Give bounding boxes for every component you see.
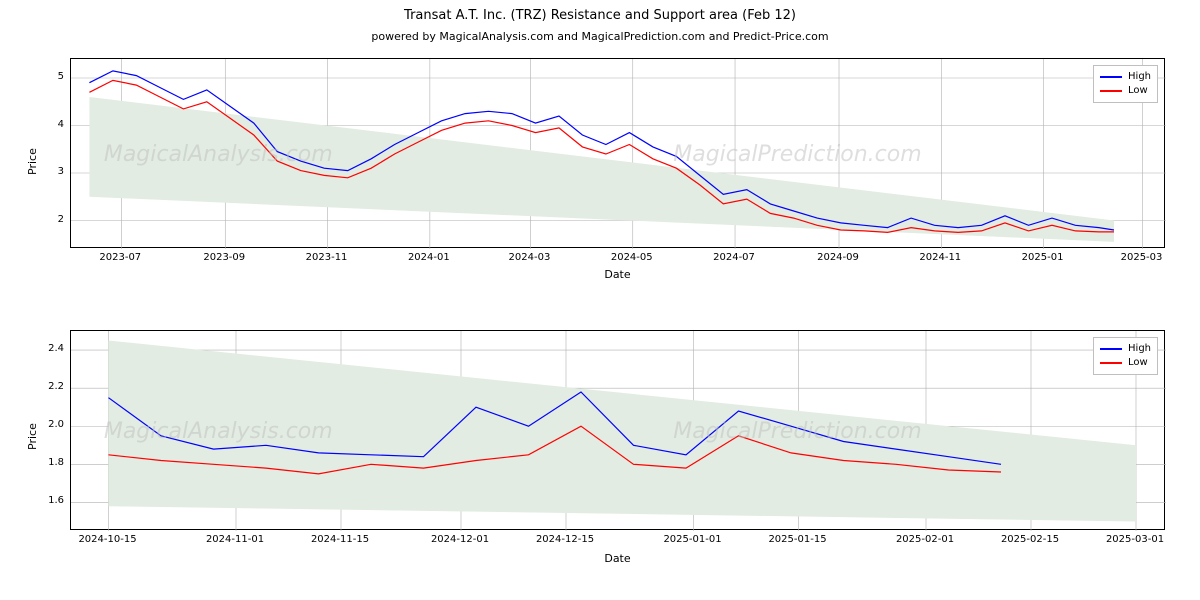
- legend-item: High: [1100, 70, 1151, 84]
- ytick-label: 2.2: [30, 381, 64, 392]
- ytick-label: 2.4: [30, 343, 64, 354]
- legend-swatch: [1100, 348, 1122, 350]
- xtick-label: 2025-01-01: [658, 534, 728, 545]
- xtick-label: 2023-09: [189, 252, 259, 263]
- ytick-label: 3: [30, 166, 64, 177]
- legend-swatch: [1100, 90, 1122, 92]
- legend-swatch: [1100, 362, 1122, 364]
- figure: Transat A.T. Inc. (TRZ) Resistance and S…: [0, 0, 1200, 600]
- xtick-label: 2024-12-01: [425, 534, 495, 545]
- legend-label: Low: [1128, 84, 1148, 98]
- xtick-label: 2025-02-15: [995, 534, 1065, 545]
- ytick-label: 2: [30, 214, 64, 225]
- ytick-label: 1.6: [30, 495, 64, 506]
- xtick-label: 2024-12-15: [530, 534, 600, 545]
- top-chart-svg: [71, 59, 1166, 249]
- ytick-label: 4: [30, 119, 64, 130]
- legend-label: High: [1128, 70, 1151, 84]
- xtick-label: 2024-11-15: [305, 534, 375, 545]
- xtick-label: 2024-03: [494, 252, 564, 263]
- xtick-label: 2024-01: [394, 252, 464, 263]
- xtick-label: 2024-09: [803, 252, 873, 263]
- legend-item: High: [1100, 342, 1151, 356]
- xtick-label: 2025-01: [1008, 252, 1078, 263]
- ytick-label: 5: [30, 71, 64, 82]
- top-chart-legend: HighLow: [1093, 65, 1158, 103]
- bottom-chart-axes: MagicalAnalysis.com MagicalPrediction.co…: [70, 330, 1165, 530]
- xtick-label: 2025-02-01: [890, 534, 960, 545]
- top-chart-xlabel: Date: [70, 268, 1165, 281]
- legend-swatch: [1100, 76, 1122, 78]
- chart-title: Transat A.T. Inc. (TRZ) Resistance and S…: [0, 8, 1200, 23]
- legend-label: Low: [1128, 356, 1148, 370]
- chart-subtitle: powered by MagicalAnalysis.com and Magic…: [0, 30, 1200, 43]
- ytick-label: 2.0: [30, 419, 64, 430]
- xtick-label: 2024-11-01: [200, 534, 270, 545]
- legend-item: Low: [1100, 84, 1151, 98]
- xtick-label: 2024-05: [597, 252, 667, 263]
- xtick-label: 2024-11: [905, 252, 975, 263]
- bottom-chart-legend: HighLow: [1093, 337, 1158, 375]
- xtick-label: 2025-03-01: [1100, 534, 1170, 545]
- bottom-chart-svg: [71, 331, 1166, 531]
- legend-label: High: [1128, 342, 1151, 356]
- xtick-label: 2025-03: [1107, 252, 1177, 263]
- bottom-chart-xlabel: Date: [70, 552, 1165, 565]
- legend-item: Low: [1100, 356, 1151, 370]
- xtick-label: 2024-10-15: [73, 534, 143, 545]
- ytick-label: 1.8: [30, 457, 64, 468]
- top-chart-axes: MagicalAnalysis.com MagicalPrediction.co…: [70, 58, 1165, 248]
- xtick-label: 2023-07: [85, 252, 155, 263]
- xtick-label: 2025-01-15: [763, 534, 833, 545]
- xtick-label: 2024-07: [699, 252, 769, 263]
- xtick-label: 2023-11: [292, 252, 362, 263]
